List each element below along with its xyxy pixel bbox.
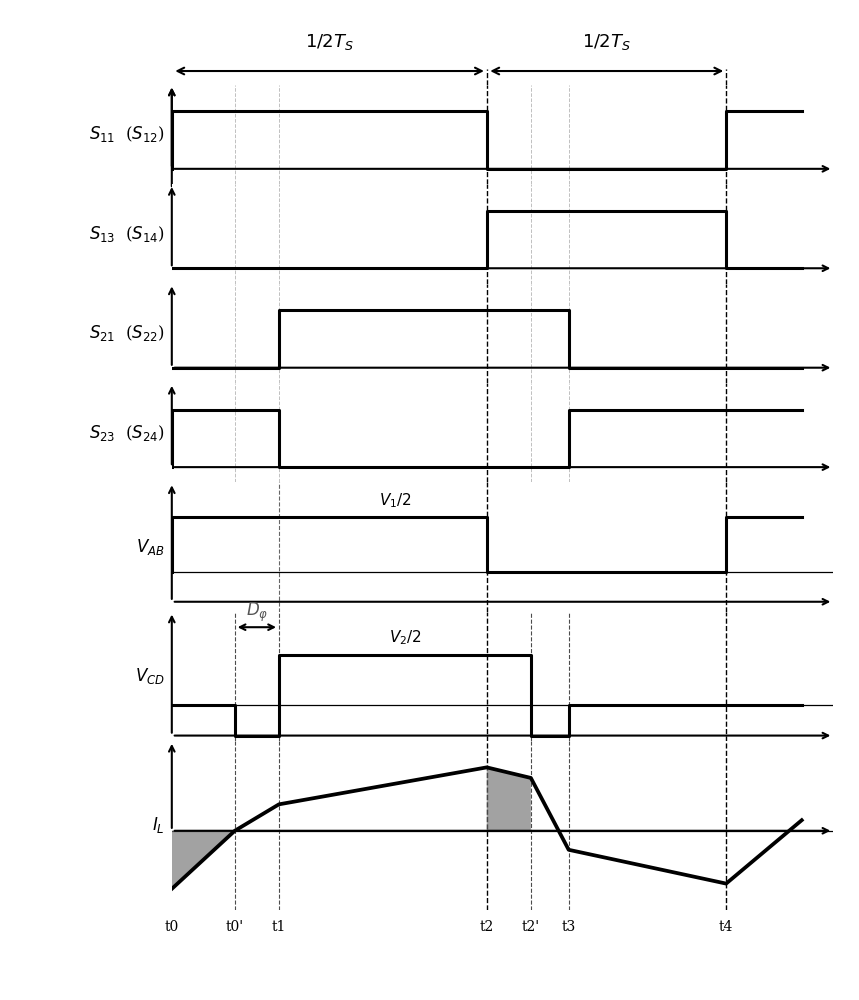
Y-axis label: $V_{AB}$: $V_{AB}$ (137, 537, 165, 557)
Text: t3: t3 (562, 920, 576, 934)
Text: t1: t1 (271, 920, 286, 934)
Y-axis label: $S_{21}$  ($S_{22}$): $S_{21}$ ($S_{22}$) (89, 323, 165, 343)
Y-axis label: $V_{CD}$: $V_{CD}$ (135, 666, 165, 686)
Text: t0': t0' (226, 920, 244, 934)
Text: $V_2/2$: $V_2/2$ (388, 629, 421, 647)
Text: $V_1/2$: $V_1/2$ (379, 492, 411, 510)
Y-axis label: $S_{23}$  ($S_{24}$): $S_{23}$ ($S_{24}$) (89, 423, 165, 443)
Y-axis label: $S_{11}$  ($S_{12}$): $S_{11}$ ($S_{12}$) (89, 124, 165, 144)
Y-axis label: $S_{13}$  ($S_{14}$): $S_{13}$ ($S_{14}$) (89, 224, 165, 244)
Text: t2': t2' (521, 920, 540, 934)
Text: $1/2T_S$: $1/2T_S$ (582, 32, 631, 52)
Text: $1/2T_S$: $1/2T_S$ (305, 32, 354, 52)
Y-axis label: $I_L$: $I_L$ (152, 815, 165, 835)
Text: t4: t4 (719, 920, 734, 934)
Text: $D_\varphi$: $D_\varphi$ (246, 601, 268, 624)
Text: t0: t0 (165, 920, 179, 934)
Polygon shape (487, 767, 531, 831)
Polygon shape (172, 831, 235, 889)
Text: t2: t2 (479, 920, 494, 934)
